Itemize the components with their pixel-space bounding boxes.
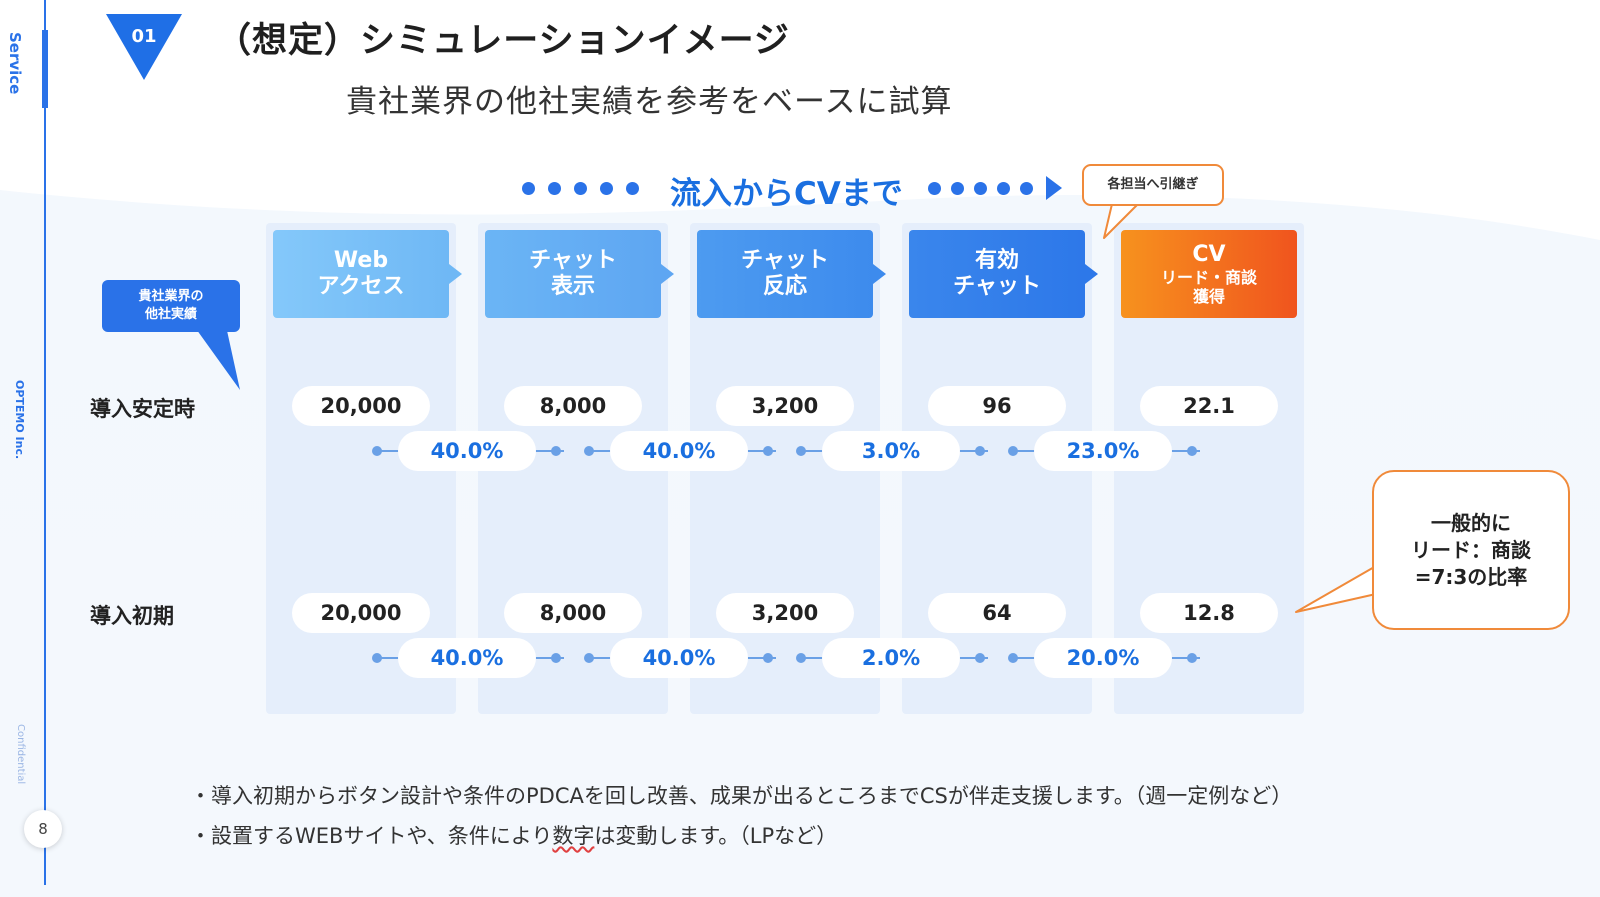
stage-chat-display: チャット 表示 (485, 230, 661, 318)
value-cell: 8,000 (504, 593, 642, 633)
rate-connector-dot (551, 653, 561, 663)
value-cell: 64 (928, 593, 1066, 633)
conversion-rate: 20.0% (1034, 638, 1172, 678)
row-label-initial: 導入初期 (90, 604, 174, 628)
rate-connector-dot (763, 653, 773, 663)
stage-arrow-icon (1085, 264, 1098, 284)
flow-arrow-icon (1046, 176, 1062, 200)
stage-arrow-icon (873, 264, 886, 284)
stage-line1: 有効 (974, 247, 1019, 273)
section-badge-number: 01 (131, 26, 157, 47)
note-variance-pre: ・設置するWEBサイトや、条件により (190, 824, 553, 848)
value-cell: 22.1 (1140, 386, 1278, 426)
value-cell: 12.8 (1140, 593, 1278, 633)
stage-web-access: Web アクセス (273, 230, 449, 318)
handoff-callout: 各担当へ引継ぎ (1082, 164, 1224, 206)
stage-line1: チャット (741, 247, 829, 273)
stage-line1: Web (333, 247, 389, 273)
conversion-rate: 40.0% (610, 638, 748, 678)
rail-section-label: Service (6, 32, 24, 95)
conversion-rate: 40.0% (398, 431, 536, 471)
rate-connector-dot (975, 653, 985, 663)
value-cell: 8,000 (504, 386, 642, 426)
conversion-rate: 23.0% (1034, 431, 1172, 471)
rate-connector-dot (1187, 446, 1197, 456)
stage-valid-chat: 有効 チャット (909, 230, 1085, 318)
rate-connector-dot (1008, 653, 1018, 663)
source-tag: 貴社業界の 他社実績 (102, 280, 240, 332)
section-badge-triangle (106, 14, 182, 80)
rate-connector-dot (763, 446, 773, 456)
stage-line2: チャット (953, 274, 1041, 299)
value-cell: 3,200 (716, 386, 854, 426)
stage-line2: 反応 (762, 274, 807, 299)
stage-chat-response: チャット 反応 (697, 230, 873, 318)
source-tag-line2: 他社実績 (144, 307, 197, 322)
stage-arrow-icon (661, 264, 674, 284)
rate-connector-dot (372, 446, 382, 456)
rate-connector-dot (584, 446, 594, 456)
value-cell: 20,000 (292, 386, 430, 426)
rail-line (44, 0, 46, 885)
stage-line2: アクセス (317, 274, 405, 299)
rate-connector-dot (796, 653, 806, 663)
stage-cv: CV リード・商談 獲得 (1121, 230, 1297, 318)
conversion-rate: 3.0% (822, 431, 960, 471)
stage-line1: CV (1192, 241, 1226, 267)
conversion-rate: 40.0% (610, 431, 748, 471)
value-cell: 20,000 (292, 593, 430, 633)
rate-connector-dot (551, 446, 561, 456)
rate-connector-dot (584, 653, 594, 663)
stage-line1: チャット (529, 247, 617, 273)
note-support: ・導入初期からボタン設計や条件のPDCAを回し改善、成果が出るところまでCSが伴… (190, 784, 1293, 808)
note-variance-marked: 数字 (552, 824, 595, 848)
conversion-rate: 40.0% (398, 638, 536, 678)
value-cell: 3,200 (716, 593, 854, 633)
stage-line3: 獲得 (1192, 287, 1225, 307)
rate-connector-dot (975, 446, 985, 456)
rail-active-indicator (42, 30, 48, 108)
flow-dots-right (928, 182, 1048, 196)
rate-connector-dot (1187, 653, 1197, 663)
rail-confidential-label: Confidential (15, 724, 26, 785)
stage-arrow-icon (449, 264, 462, 284)
rate-connector-dot (1008, 446, 1018, 456)
flow-heading: 流入からCVまで (670, 176, 903, 212)
rate-connector-dot (796, 446, 806, 456)
rate-connector-dot (372, 653, 382, 663)
ratio-callout: 一般的に リード：商談 =7:3の比率 (1372, 470, 1570, 630)
note-variance-post: は変動します。（LPなど） (594, 824, 838, 848)
page-title: （想定）シミュレーションイメージ (216, 21, 790, 61)
conversion-rate: 2.0% (822, 638, 960, 678)
ratio-callout-line2: リード：商談 (1411, 537, 1531, 562)
ratio-callout-line3: =7:3の比率 (1414, 564, 1528, 589)
stage-line2: 表示 (550, 274, 595, 299)
row-label-stable: 導入安定時 (90, 397, 195, 421)
flow-dots-left (522, 182, 642, 196)
stage-line2: リード・商談 (1160, 268, 1257, 287)
note-variance: ・設置するWEBサイトや、条件により数字は変動します。（LPなど） (190, 820, 837, 850)
value-cell: 96 (928, 386, 1066, 426)
rail-company-label: OPTEMO Inc. (13, 380, 26, 460)
ratio-callout-line1: 一般的に (1431, 510, 1511, 535)
page-number: 8 (24, 810, 62, 848)
page-subtitle: 貴社業界の他社実績を参考をベースに試算 (346, 84, 953, 120)
source-tag-line1: 貴社業界の (138, 289, 204, 304)
